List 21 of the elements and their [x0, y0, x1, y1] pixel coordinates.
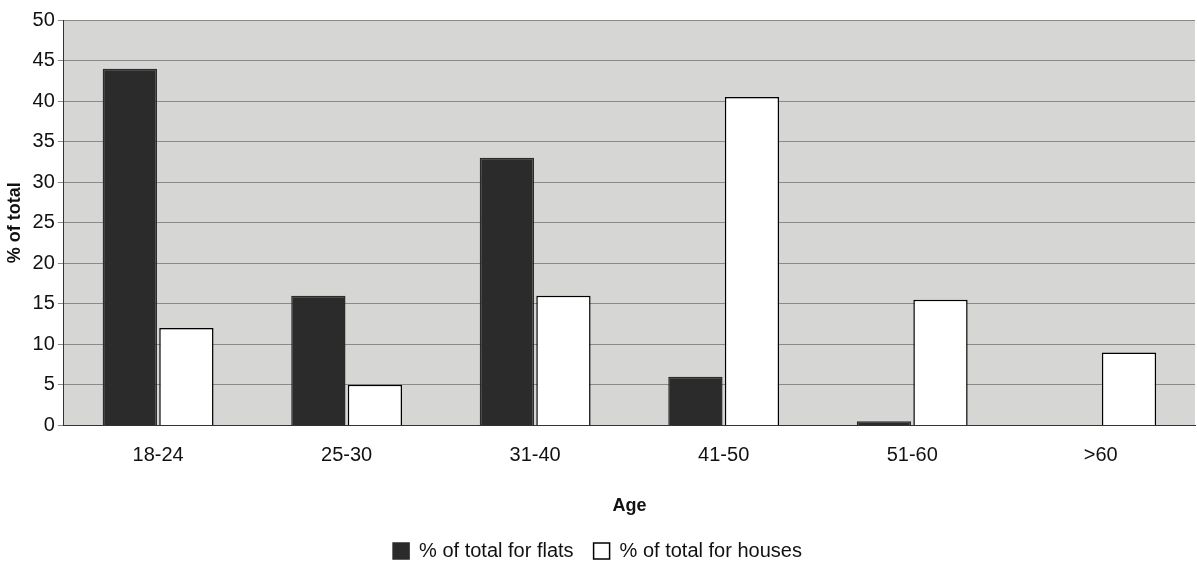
y-tick-label: 30	[32, 169, 55, 192]
y-tick-label: 40	[32, 88, 55, 111]
y-tick-label: 45	[32, 48, 55, 71]
y-axis-title: % of total	[3, 182, 24, 264]
y-tick-label: 5	[43, 372, 55, 395]
x-tick-label: >60	[1083, 442, 1118, 465]
x-tick-label: 18-24	[132, 442, 184, 465]
legend-label: % of total for flats	[419, 538, 574, 561]
y-tick-label: 0	[43, 412, 55, 435]
y-tick-label: 50	[32, 7, 55, 30]
x-tick-label: 41-50	[698, 442, 750, 465]
x-tick-label: 31-40	[509, 442, 561, 465]
x-axis-title: Age	[612, 495, 647, 516]
y-tick-label: 25	[32, 210, 55, 233]
y-tick-label: 15	[32, 291, 55, 314]
y-tick-label: 20	[32, 250, 55, 273]
y-tick-label: 10	[32, 331, 55, 354]
x-tick-label: 25-30	[321, 442, 373, 465]
x-tick-label: 51-60	[886, 442, 938, 465]
legend-label: % of total for houses	[619, 538, 802, 561]
y-tick-label: 35	[32, 129, 55, 152]
